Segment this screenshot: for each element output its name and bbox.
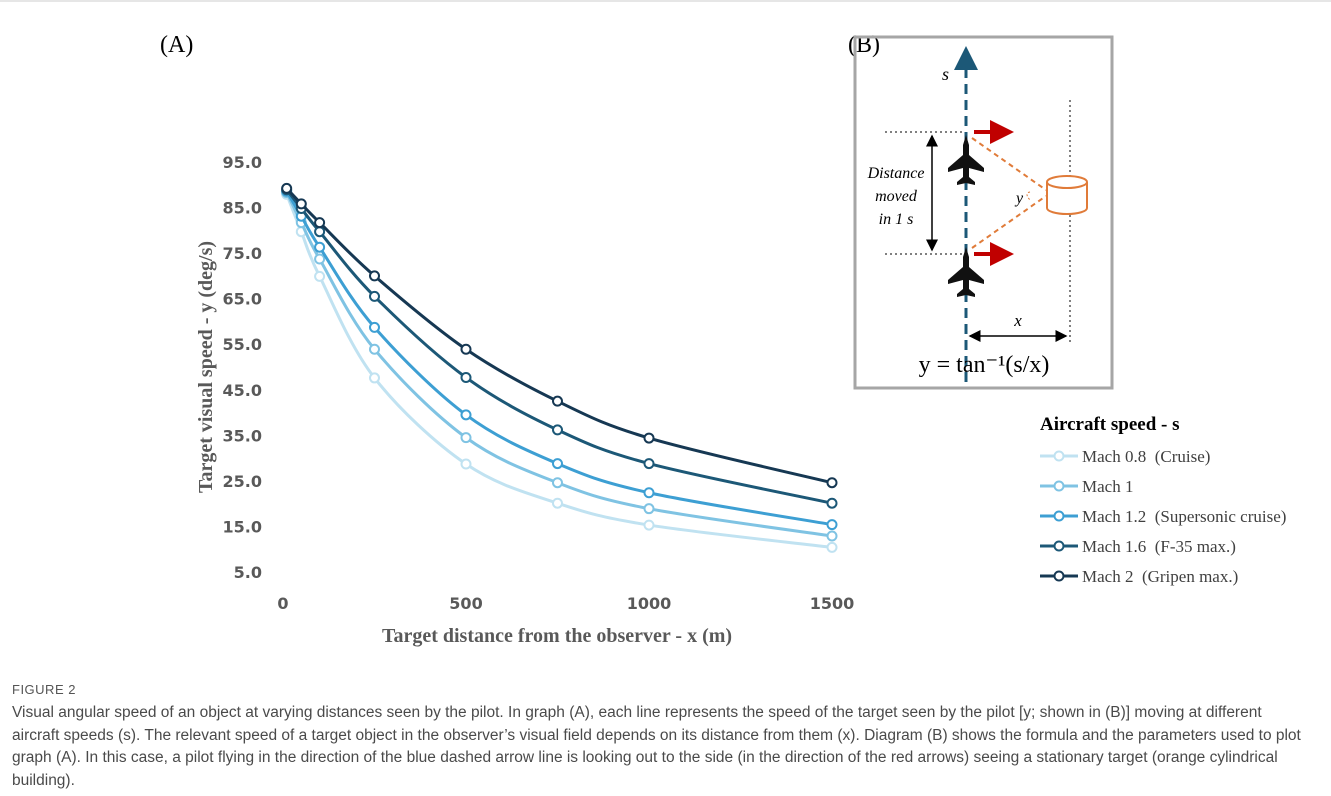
y-tick-label: 85.0 — [223, 199, 262, 218]
legend-label: Mach 0.8 (Cruise) — [1082, 447, 1210, 466]
point — [314, 241, 326, 253]
y-axis-title: Target visual speed - y (deg/s) — [195, 241, 217, 493]
point — [826, 497, 838, 509]
point — [460, 343, 472, 355]
point — [460, 409, 472, 421]
point — [552, 424, 563, 436]
point — [369, 290, 380, 302]
point — [643, 458, 655, 470]
point — [552, 458, 563, 470]
point — [826, 519, 838, 531]
legend-label: Mach 2 (Gripen max.) — [1082, 567, 1238, 586]
caption-text: Visual angular speed of an object at var… — [12, 704, 1301, 789]
point — [643, 503, 655, 515]
y-tick-label: 95.0 — [223, 153, 262, 172]
point — [643, 487, 655, 499]
point — [460, 371, 472, 383]
sight-line — [971, 137, 1047, 191]
legend-label: Mach 1.2 (Supersonic cruise) — [1082, 507, 1286, 526]
y-tick-label: 5.0 — [234, 563, 262, 582]
series-line — [285, 193, 833, 549]
y-tick-label: 35.0 — [223, 426, 262, 445]
y-tick-label: 55.0 — [223, 335, 262, 354]
point — [314, 253, 326, 265]
point — [369, 372, 380, 384]
x-tick-label: 500 — [449, 594, 482, 613]
point — [295, 198, 307, 210]
diagram-frame — [853, 35, 1114, 390]
point — [460, 458, 472, 470]
point — [552, 477, 563, 489]
formula: y = tan⁻¹(s/x) — [919, 352, 1050, 378]
y-tick-label: 15.0 — [223, 517, 262, 536]
distance-label: in 1 s — [879, 211, 914, 228]
point — [460, 432, 472, 444]
panel-label: (A) — [160, 32, 193, 58]
legend-label: Mach 1 — [1082, 477, 1133, 496]
point — [369, 321, 380, 333]
angle-arc — [1026, 191, 1031, 201]
point — [826, 541, 838, 553]
point — [826, 477, 838, 489]
legend-label: Mach 1.6 (F-35 max.) — [1082, 537, 1236, 556]
y-tick-label: 45.0 — [223, 381, 262, 400]
point — [826, 530, 838, 542]
jet — [948, 247, 984, 297]
point — [281, 182, 293, 194]
figure: (A) (B) Target distance from the observe… — [0, 0, 1331, 647]
x-tick-label: 0 — [277, 594, 288, 613]
series-line — [285, 187, 833, 485]
point — [643, 519, 655, 531]
point — [369, 343, 380, 355]
point — [643, 432, 655, 444]
point — [314, 270, 326, 282]
legend-marker — [1053, 570, 1065, 582]
point — [314, 217, 326, 229]
angle-label: y — [1014, 190, 1024, 207]
distance-label: Distance — [867, 165, 925, 182]
y-tick-label: 65.0 — [223, 290, 262, 309]
legend-marker — [1053, 450, 1065, 462]
speed-label: s — [942, 64, 949, 84]
x-tick-label: 1000 — [627, 594, 672, 613]
offset-label: x — [1013, 311, 1022, 330]
target — [1046, 175, 1088, 215]
x-axis-title: Target distance from the observer - x (m… — [382, 625, 732, 647]
series-line — [285, 190, 833, 527]
legend-marker — [1053, 480, 1065, 492]
point — [552, 395, 563, 407]
point — [369, 270, 380, 282]
legend-marker — [1053, 540, 1065, 552]
diagram: s Distance moved in 1 s y x y = tan⁻¹(s/… — [853, 35, 1114, 390]
caption-label: FIGURE 2 — [12, 682, 76, 697]
point — [552, 497, 563, 509]
series-line — [285, 188, 833, 505]
x-tick-label: 1500 — [810, 594, 855, 613]
y-tick-label: 25.0 — [223, 472, 262, 491]
sight-line — [971, 195, 1047, 249]
jet — [948, 135, 984, 185]
point — [314, 226, 326, 238]
y-tick-label: 75.0 — [223, 244, 262, 263]
legend-title: Aircraft speed - s — [1040, 414, 1179, 435]
legend-marker — [1053, 510, 1065, 522]
distance-label: moved — [875, 188, 918, 205]
